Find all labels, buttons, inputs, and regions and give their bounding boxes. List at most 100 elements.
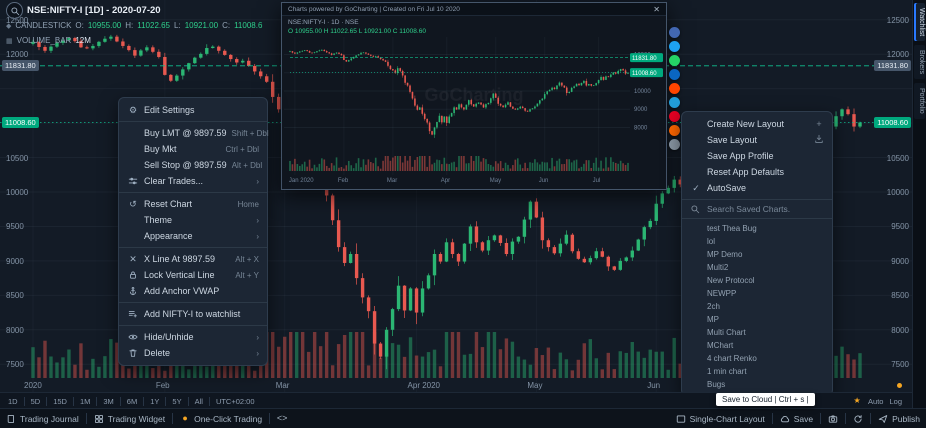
menu-item-label: Sell Stop @ 9897.59 <box>144 160 227 170</box>
context-menu-item-add-nifty-i-to-watchlist[interactable]: Add NIFTY-I to watchlist <box>119 306 267 322</box>
bottom-item-one-click-trading[interactable]: ● One-Click Trading <box>180 414 262 424</box>
timeframe-1m[interactable]: 1M <box>79 396 91 406</box>
layout-menu-item-reset-app-defaults[interactable]: Reset App Defaults <box>682 164 832 180</box>
share-facebook-icon[interactable] <box>669 27 680 38</box>
share-linkedin-icon[interactable] <box>669 69 680 80</box>
context-menu-item-clear-trades[interactable]: Clear Trades... › <box>119 173 267 189</box>
divider <box>870 413 872 424</box>
side-tab-watchlist[interactable]: Watchlist <box>914 3 925 42</box>
study-row-candlestick[interactable]: ◆ CANDLESTICK O: 10955.00 H: 11022.65 L:… <box>6 18 262 33</box>
svg-text:8000: 8000 <box>634 125 648 131</box>
bottom-item-camera[interactable] <box>828 414 838 424</box>
context-menu-item-reset-chart[interactable]: ↺ Reset Chart Home <box>119 196 267 212</box>
timeframe-1d[interactable]: 1D <box>8 396 18 406</box>
close-icon[interactable]: ✕ <box>653 4 660 14</box>
layout-menu-item-autosave[interactable]: ✓ AutoSave <box>682 180 832 196</box>
menu-item-label: Hide/Unhide <box>144 332 194 342</box>
saved-chart-1-min-chart[interactable]: 1 min chart <box>707 367 747 376</box>
bottom-item-refresh[interactable] <box>853 414 863 424</box>
timeframe-1y[interactable]: 1Y <box>150 396 160 406</box>
dot-icon: ● <box>182 413 188 423</box>
layout-menu-item-save-layout[interactable]: Save Layout <box>682 132 832 148</box>
saved-chart-mp-demo[interactable]: MP Demo <box>707 250 743 259</box>
bottom-item-code[interactable]: <> <box>277 414 288 424</box>
symbol-search-button[interactable] <box>6 2 23 19</box>
context-menu-item-theme[interactable]: Theme › <box>119 212 267 228</box>
layout-menu-item-save-app-profile[interactable]: Save App Profile <box>682 148 832 164</box>
log-scale-toggle[interactable]: Log <box>889 396 902 406</box>
saved-chart-newpp[interactable]: NEWPP <box>707 289 737 298</box>
timeframe-5d[interactable]: 5D <box>30 396 41 406</box>
share-hackernews-icon[interactable] <box>669 125 680 136</box>
context-menu-item-edit-settings[interactable]: ⚙ Edit Settings <box>119 102 267 118</box>
layout-menu-item-create-new-layout[interactable]: Create New Layout + <box>682 116 832 132</box>
bottom-item-label: Single-Chart Layout <box>689 413 765 424</box>
share-reddit-icon[interactable] <box>669 83 680 94</box>
auto-scale-toggle[interactable]: Auto <box>868 396 884 406</box>
timeframe-15d[interactable]: 15D <box>53 396 67 406</box>
symbol-title[interactable]: NSE:NIFTY-I [1D] - 2020-07-20 <box>27 5 161 16</box>
context-menu-item-buy-lmt-9897-59[interactable]: Buy LMT @ 9897.59 Shift + Dbl <box>119 125 269 141</box>
saved-chart-test-thea-bug[interactable]: test Thea Bug <box>707 224 757 233</box>
share-email-icon[interactable] <box>669 139 680 150</box>
svg-text:10000: 10000 <box>634 89 651 95</box>
timeframe-5y[interactable]: 5Y <box>172 396 182 406</box>
svg-text:11831.80: 11831.80 <box>632 56 657 62</box>
context-menu-item-delete[interactable]: Delete › <box>119 345 267 361</box>
timeframe-6m[interactable]: 6M <box>126 396 138 406</box>
context-menu-item-sell-stop-9897-59[interactable]: Sell Stop @ 9897.59 Alt + Dbl <box>119 157 267 173</box>
save-icon-slot <box>814 134 824 146</box>
share-telegram-icon[interactable] <box>669 97 680 108</box>
playlist-slot <box>127 309 139 319</box>
menu-separator <box>119 302 267 303</box>
share-twitter-icon[interactable] <box>669 41 680 52</box>
side-tab-portfolio[interactable]: Portfolio <box>914 83 925 119</box>
search-saved-charts-input[interactable] <box>705 203 821 215</box>
xline-icon: ✕ <box>129 253 137 264</box>
study-row-volume[interactable]: ▦ VOLUME_BAR 12M <box>6 33 262 48</box>
saved-chart-bugs[interactable]: Bugs <box>707 380 726 389</box>
bottom-item-single-chart-layout[interactable]: Single-Chart Layout <box>676 414 765 424</box>
context-menu-item-lock-vertical-line[interactable]: Lock Vertical Line Alt + Y <box>119 267 267 283</box>
divider <box>23 396 25 406</box>
bottom-item-publish[interactable]: Publish <box>878 414 920 424</box>
chevron-right-icon: › <box>256 176 259 186</box>
bottom-item-trading-widget[interactable]: Trading Widget <box>94 414 165 424</box>
side-tab-brokers[interactable]: Brokers <box>914 45 925 80</box>
share-whatsapp-icon[interactable] <box>669 55 680 66</box>
bottom-item-save[interactable]: Save <box>780 414 813 424</box>
shortcut-label: Alt + Y <box>235 270 259 280</box>
save-icon <box>814 134 824 144</box>
timeframe-all[interactable]: All <box>194 396 203 406</box>
eye-slot <box>127 332 139 342</box>
saved-chart-2ch[interactable]: 2ch <box>707 302 720 311</box>
saved-chart-multi2[interactable]: Multi2 <box>707 263 729 272</box>
context-menu-item-buy-mkt[interactable]: Buy Mkt Ctrl + Dbl <box>119 141 267 157</box>
timeframe-bar: 1D 5D 15D 1M 3M 6M 1Y 5Y All UTC+02:00 ★ Auto Log <box>0 392 912 409</box>
share-pinterest-icon[interactable] <box>669 111 680 122</box>
inset-chart-window[interactable]: Charts powered by GoCharting | Created o… <box>281 2 667 190</box>
saved-chart-new-protocol[interactable]: New Protocol <box>707 276 755 285</box>
saved-chart-mchart[interactable]: MChart <box>707 341 734 350</box>
bottom-item-label: Trading Journal <box>20 413 79 424</box>
menu-item-label: Theme <box>144 215 173 225</box>
gear-slot: ⚙ <box>127 105 139 115</box>
timeframe-3m[interactable]: 3M <box>103 396 114 406</box>
saved-chart-mp[interactable]: MP <box>707 315 719 324</box>
context-menu-item-x-line-at-9897-59[interactable]: ✕ X Line At 9897.59 Alt + X <box>119 251 267 267</box>
price-label-9000: 9000 <box>891 256 909 266</box>
context-menu-item-hide-unhide[interactable]: Hide/Unhide › <box>119 329 267 345</box>
inset-title-bar[interactable]: Charts powered by GoCharting | Created o… <box>282 3 666 16</box>
menu-item-label: Reset App Defaults <box>707 167 785 177</box>
saved-chart-lol[interactable]: lol <box>707 237 716 246</box>
timezone-button[interactable]: UTC+02:00 <box>215 396 255 406</box>
saved-charts-search[interactable] <box>682 199 832 219</box>
context-menu-item-add-anchor-vwap[interactable]: Add Anchor VWAP <box>119 283 267 299</box>
price-badge-11831.80: 11831.80 <box>874 60 911 72</box>
check-slot: ✓ <box>690 183 702 193</box>
bottom-item-trading-journal[interactable]: Trading Journal <box>6 414 79 424</box>
menu-separator <box>119 121 267 122</box>
context-menu-item-appearance[interactable]: Appearance › <box>119 228 267 244</box>
saved-chart-multi-chart[interactable]: Multi Chart <box>707 328 746 337</box>
saved-chart-4-chart-renko[interactable]: 4 chart Renko <box>707 354 757 363</box>
